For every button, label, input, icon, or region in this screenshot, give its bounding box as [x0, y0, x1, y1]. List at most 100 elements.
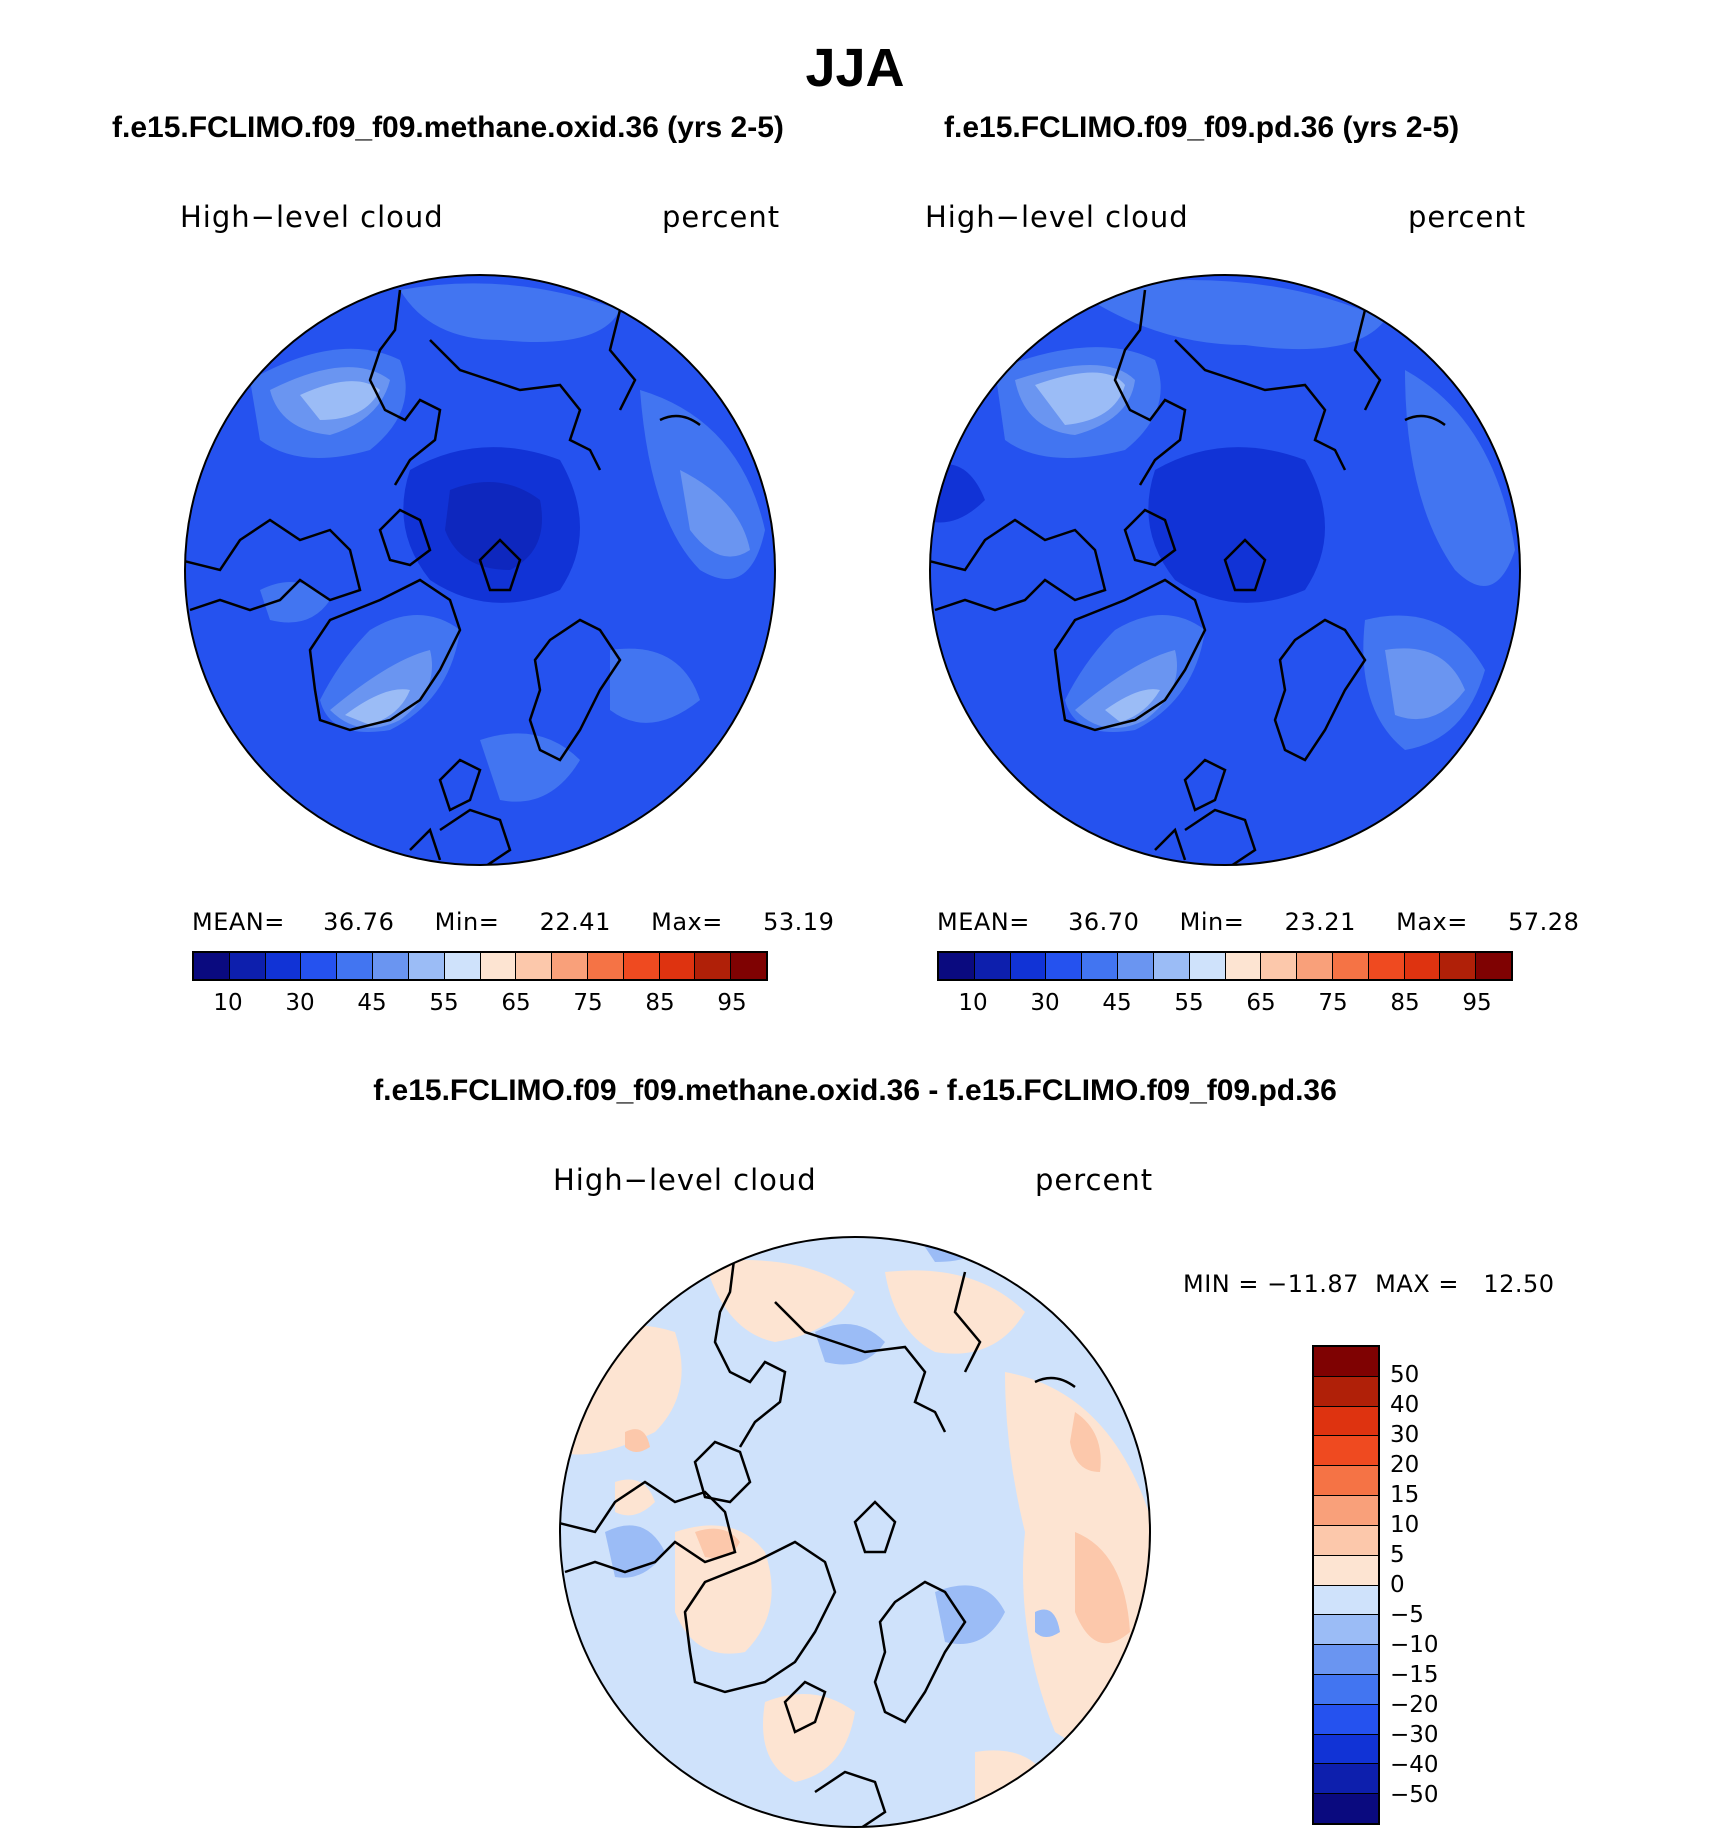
- panel-1-colorbar-box: [301, 953, 338, 979]
- panel-2-colorbar-tick-label: 75: [1318, 990, 1348, 1016]
- diff-colorbar-tick-label: 15: [1390, 1482, 1420, 1508]
- diff-colorbar-box: [1314, 1465, 1378, 1496]
- panel-2-colorbar-box: [1010, 953, 1047, 979]
- diff-colorbar-tick-label: −15: [1390, 1662, 1439, 1688]
- diff-colorbar-box: [1314, 1524, 1378, 1555]
- diff-map: [559, 1236, 1151, 1828]
- panel-1-min-label: Min=: [434, 908, 500, 936]
- panel-2-map: [929, 274, 1521, 866]
- panel-2-colorbar-box: [1225, 953, 1262, 979]
- panel-2-colorbar-box: [974, 953, 1011, 979]
- panel-1-colorbar-box: [623, 953, 660, 979]
- panel-1-colorbar-box: [659, 953, 696, 979]
- panel-2-colorbar-box: [1404, 953, 1441, 979]
- panel-2-colorbar-box: [1189, 953, 1226, 979]
- panel-2-colorbar-box: [1332, 953, 1369, 979]
- panel-2-map-boundary: [929, 274, 1521, 866]
- panel-2-colorbar-box: [1368, 953, 1405, 979]
- diff-units-label: percent: [1035, 1163, 1154, 1197]
- panel-1-colorbar-tick-label: 10: [213, 990, 243, 1016]
- panel-2-colorbar-box: [1476, 953, 1511, 979]
- diff-colorbar-tick-label: 50: [1390, 1362, 1420, 1388]
- panel-2-mean-value: 36.70: [1068, 908, 1140, 936]
- panel-1-colorbar-box: [194, 953, 230, 979]
- panel-1-colorbar-tick-label: 75: [573, 990, 603, 1016]
- diff-colorbar-ticks: −50 −40 −30 −20 −15 −10 −5 0 5 10 15 20 30 40 50: [1390, 1345, 1490, 1825]
- panel-1-mean-label: MEAN=: [192, 908, 285, 936]
- panel-2-case-title: f.e15.FCLIMO.f09_f09.pd.36 (yrs 2-5): [944, 111, 1460, 144]
- panel-1-colorbar-box: [408, 953, 445, 979]
- diff-colorbar-tick-label: 10: [1390, 1512, 1420, 1538]
- diff-colorbar-tick-label: −40: [1390, 1752, 1439, 1778]
- diff-colorbar-box: [1314, 1673, 1378, 1704]
- diff-colorbar-box: [1314, 1435, 1378, 1466]
- diff-colorbar-tick-label: −20: [1390, 1692, 1439, 1718]
- panel-1-colorbar-box: [444, 953, 481, 979]
- diff-case-title: f.e15.FCLIMO.f09_f09.methane.oxid.36 - f…: [373, 1074, 1337, 1107]
- diff-colorbar-tick-label: 5: [1390, 1542, 1405, 1568]
- diff-colorbar-tick-label: 40: [1390, 1392, 1420, 1418]
- diff-colorbar-tick-label: −10: [1390, 1632, 1439, 1658]
- panel-1-colorbar: [192, 951, 768, 981]
- panel-2-colorbar-box: [1118, 953, 1154, 979]
- diff-coastlines: [560, 1251, 1076, 1827]
- panel-1-colorbar-ticks: 10 30 45 55 65 75 85 95: [192, 990, 768, 1020]
- panel-1-colorbar-box: [587, 953, 624, 979]
- panel-1-colorbar-tick-label: 85: [645, 990, 675, 1016]
- diff-colorbar-box: [1314, 1405, 1378, 1436]
- panel-1-min-value: 22.41: [539, 908, 611, 936]
- panel-1-map: [184, 274, 776, 866]
- panel-2-colorbar: [937, 951, 1513, 981]
- panel-2-min-label: Min=: [1179, 908, 1245, 936]
- panel-1-colorbar-box: [480, 953, 517, 979]
- panel-1-variable-label: High−level cloud: [180, 200, 444, 234]
- panel-2-min-value: 23.21: [1284, 908, 1356, 936]
- panel-1-max-value: 53.19: [763, 908, 835, 936]
- panel-1-colorbar-box: [265, 953, 302, 979]
- diff-colorbar-box: [1314, 1703, 1378, 1734]
- diff-colorbar-box: [1314, 1347, 1378, 1376]
- panel-1-mean-value: 36.76: [323, 908, 395, 936]
- panel-2-colorbar-box: [939, 953, 975, 979]
- diff-colorbar-tick-label: −50: [1390, 1782, 1439, 1808]
- panel-1-map-boundary: [184, 274, 776, 866]
- diff-colorbar-box: [1314, 1763, 1378, 1794]
- diff-colorbar-tick-label: 20: [1390, 1452, 1420, 1478]
- panel-2-colorbar-tick-label: 85: [1390, 990, 1420, 1016]
- diff-colorbar-box: [1314, 1495, 1378, 1525]
- panel-2-colorbar-box: [1297, 953, 1333, 979]
- diff-colorbar-tick-label: 0: [1390, 1572, 1405, 1598]
- diff-colorbar-box: [1314, 1733, 1378, 1764]
- panel-2-colorbar-box: [1082, 953, 1119, 979]
- diff-map-boundary: [559, 1236, 1151, 1828]
- panel-1-colorbar-box: [229, 953, 266, 979]
- diff-colorbar-box: [1314, 1614, 1378, 1645]
- panel-1-colorbar-box: [695, 953, 732, 979]
- diff-colorbar-box: [1314, 1584, 1378, 1615]
- panel-2-colorbar-tick-label: 95: [1462, 990, 1492, 1016]
- panel-1-colorbar-tick-label: 95: [717, 990, 747, 1016]
- panel-2-colorbar-box: [1440, 953, 1477, 979]
- panel-2-coastlines: [930, 289, 1446, 865]
- diff-colorbar-tick-label: 30: [1390, 1422, 1420, 1448]
- panel-1-colorbar-tick-label: 65: [501, 990, 531, 1016]
- panel-1-colorbar-tick-label: 30: [285, 990, 315, 1016]
- panel-1-colorbar-box: [373, 953, 409, 979]
- panel-2-colorbar-box: [1261, 953, 1298, 979]
- panel-1-colorbar-box: [337, 953, 374, 979]
- panel-2-colorbar-box: [1046, 953, 1083, 979]
- panel-2-max-value: 57.28: [1508, 908, 1580, 936]
- panel-2-units-label: percent: [1408, 200, 1527, 234]
- diff-variable-label: High−level cloud: [553, 1163, 817, 1197]
- panel-1-colorbar-box: [552, 953, 588, 979]
- diff-colorbar-tick-label: −30: [1390, 1722, 1439, 1748]
- diff-colorbar-box: [1314, 1554, 1378, 1585]
- panel-2-max-label: Max=: [1396, 908, 1468, 936]
- panel-2-colorbar-box: [1153, 953, 1190, 979]
- panel-1-units-label: percent: [662, 200, 781, 234]
- panel-1-colorbar-box: [516, 953, 553, 979]
- diff-colorbar-box: [1314, 1793, 1378, 1823]
- diff-colorbar: [1312, 1345, 1380, 1825]
- panel-1-colorbar-box: [731, 953, 766, 979]
- panel-1-stats: MEAN= 36.76 Min= 22.41 Max= 53.19: [192, 908, 834, 936]
